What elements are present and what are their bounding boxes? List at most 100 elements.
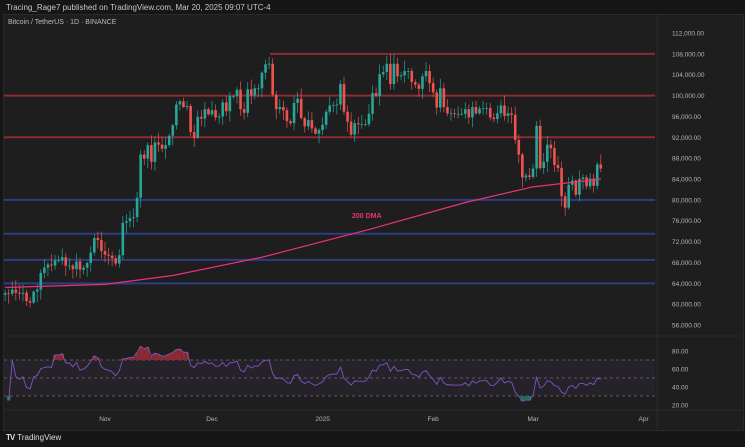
price-tick-label: 56,000.00 xyxy=(672,323,701,330)
candle xyxy=(463,109,467,114)
candle xyxy=(100,240,103,251)
candle xyxy=(567,184,571,208)
rsi-overbought-fill xyxy=(60,353,64,360)
candle xyxy=(10,289,14,294)
candle xyxy=(85,262,89,268)
time-tick-label: Feb xyxy=(428,416,440,423)
candle xyxy=(535,125,538,169)
candle xyxy=(446,107,449,114)
candle xyxy=(524,175,528,178)
price-tick-label: 64,000.00 xyxy=(672,281,701,288)
symbol-label[interactable]: Bitcoin / TetherUS · 1D · BINANCE xyxy=(8,19,117,26)
candle xyxy=(299,98,303,119)
candle xyxy=(28,301,32,303)
candle xyxy=(132,217,135,219)
candle xyxy=(192,132,196,138)
rsi-overbought-fill xyxy=(146,347,150,360)
candle xyxy=(481,108,485,109)
rsi-overbought-fill xyxy=(153,353,157,360)
candle xyxy=(424,71,428,77)
candle xyxy=(506,113,510,116)
rsi-overbought-fill xyxy=(56,354,61,360)
candle xyxy=(260,72,264,89)
candle xyxy=(549,144,553,149)
candle xyxy=(171,125,175,136)
candle xyxy=(403,71,406,76)
candle xyxy=(207,109,210,115)
candle xyxy=(32,291,35,303)
candle xyxy=(71,265,75,270)
candle xyxy=(453,113,456,115)
candle xyxy=(239,89,242,110)
candle xyxy=(499,105,503,114)
candle xyxy=(75,261,78,270)
rsi-line xyxy=(8,345,601,402)
logo-text: TradingView xyxy=(17,433,62,442)
rsi-overbought-fill xyxy=(124,358,129,360)
price-tick-label: 96,000.00 xyxy=(672,114,701,121)
rsi-oversold-fill xyxy=(520,396,525,402)
candle xyxy=(492,117,496,120)
rsi-tick-label: 80.00 xyxy=(672,349,689,356)
candle xyxy=(153,142,157,162)
candle xyxy=(50,264,53,266)
price-tick-label: 60,000.00 xyxy=(672,302,701,309)
candle xyxy=(117,255,121,264)
price-tick-label: 72,000.00 xyxy=(672,239,701,246)
candle xyxy=(203,109,207,119)
rsi-tick-label: 20.00 xyxy=(672,403,689,410)
candle xyxy=(503,105,506,116)
candle xyxy=(392,63,396,85)
candle xyxy=(356,123,360,125)
time-tick-label: 2025 xyxy=(315,416,330,423)
candle xyxy=(396,63,399,77)
candle xyxy=(371,92,374,114)
candle xyxy=(96,237,100,241)
price-tick-label: 100,000.00 xyxy=(672,93,705,100)
candle xyxy=(378,74,381,97)
tradingview-logo[interactable]: TV TradingView xyxy=(6,433,61,442)
candle xyxy=(232,96,235,97)
time-tick-label: Nov xyxy=(99,416,111,423)
candle xyxy=(25,292,28,302)
candle xyxy=(346,111,349,122)
candle xyxy=(271,63,274,95)
candle xyxy=(68,265,71,267)
candle xyxy=(478,108,481,114)
candle xyxy=(282,107,285,111)
candle xyxy=(574,180,578,195)
candle xyxy=(360,124,364,126)
candle xyxy=(78,261,82,270)
candle xyxy=(556,164,560,169)
candle xyxy=(485,108,488,109)
rsi-overbought-fill xyxy=(185,352,189,360)
price-tick-label: 68,000.00 xyxy=(672,260,701,267)
candle xyxy=(331,104,335,106)
candle xyxy=(467,109,471,118)
candle xyxy=(60,257,64,261)
candle xyxy=(289,121,292,124)
candle xyxy=(196,116,200,138)
candle xyxy=(421,76,424,89)
candle xyxy=(228,96,232,112)
candle xyxy=(460,113,463,115)
rsi-overbought-fill xyxy=(160,356,164,360)
candle xyxy=(538,125,542,169)
candle xyxy=(246,89,249,113)
candle xyxy=(125,221,128,223)
candle xyxy=(488,108,492,118)
candle xyxy=(385,63,389,73)
candle xyxy=(471,107,474,118)
candle xyxy=(43,267,46,273)
rsi-tick-label: 40.00 xyxy=(672,385,689,392)
candle xyxy=(18,292,21,294)
rsi-overbought-fill xyxy=(156,354,161,360)
rsi-overbought-fill xyxy=(163,355,168,360)
candle xyxy=(353,123,356,135)
candle xyxy=(456,113,460,115)
candle xyxy=(110,255,114,259)
candle xyxy=(578,179,581,195)
candle xyxy=(517,139,521,155)
candle xyxy=(438,88,442,108)
